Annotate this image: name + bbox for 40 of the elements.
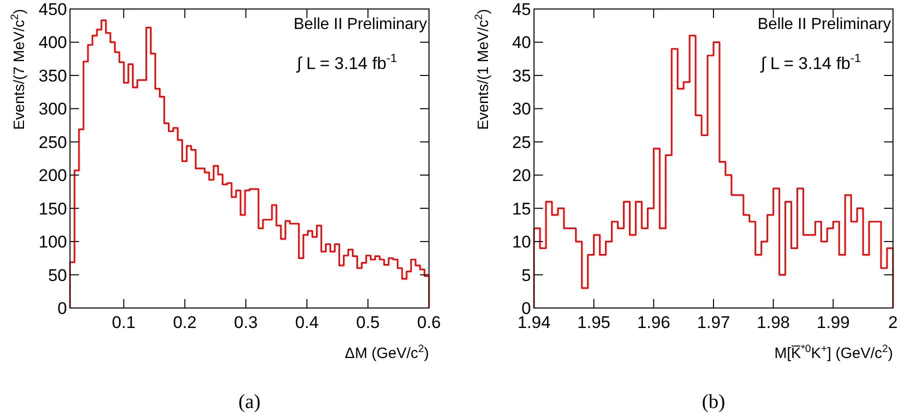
x-tick-label: 0.6 (417, 313, 441, 332)
y-tick-label: 45 (512, 0, 531, 19)
x-tick-label: 1.98 (756, 313, 790, 332)
x-tick-label: 0.3 (234, 313, 258, 332)
y-tick-label: 25 (512, 132, 531, 152)
y-tick-label: 200 (38, 166, 67, 186)
annotation: ∫ L = 3.14 fb$^{-1}$ (760, 51, 862, 73)
x-tick-label: 1.96 (637, 313, 670, 332)
x-tick-label: 1.95 (577, 313, 610, 332)
y-tick-label: 250 (38, 132, 67, 152)
y-tick-label: 15 (512, 199, 531, 218)
text: (a) (238, 391, 261, 413)
x-tick-label: 2 (888, 313, 898, 332)
y-tick-label: 300 (38, 100, 67, 119)
y-tick-label: 5 (522, 266, 531, 285)
y-tick-label: 400 (38, 33, 67, 52)
y-tick-label: 100 (38, 232, 67, 252)
annotation: Belle II Preliminary (758, 16, 891, 33)
x-tick-label: 0.2 (172, 313, 197, 332)
y-tick-label: 35 (512, 66, 531, 86)
y-tick-label: 150 (38, 199, 67, 218)
y-tick-label: 20 (512, 166, 531, 186)
y-tick-label: 40 (512, 33, 531, 52)
text: (b) (702, 391, 726, 413)
x-tick-label: 1.99 (816, 313, 850, 332)
y-tick-label: 10 (512, 232, 531, 252)
y-tick-label: 450 (38, 0, 67, 19)
x-tick-label: 1.97 (696, 313, 730, 332)
x-axis-title: ΔM (GeV/c$^{2}$) (344, 343, 429, 362)
x-tick-label: 0.4 (295, 313, 319, 332)
y-tick-label: 50 (48, 266, 67, 285)
y-tick-label: 30 (512, 100, 531, 119)
x-tick-label: 1.94 (517, 313, 551, 332)
x-tick-label: 0.5 (356, 313, 380, 332)
y-tick-label: 350 (38, 66, 67, 86)
y-tick-label: 0 (58, 299, 67, 318)
x-axis-title: M[K̅$^{*0}$K$^{+}$] (GeV/c$^{2}$) (774, 343, 893, 362)
annotation: Belle II Preliminary (294, 16, 427, 33)
annotation: ∫ L = 3.14 fb$^{-1}$ (296, 51, 398, 73)
x-tick-label: 0.1 (112, 313, 136, 332)
